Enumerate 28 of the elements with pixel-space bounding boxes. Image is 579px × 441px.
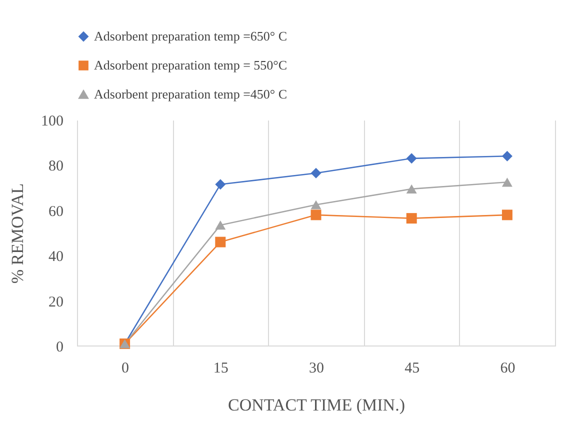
x-axis-title: CONTACT TIME (MIN.) [228, 396, 405, 414]
point [502, 178, 512, 187]
point [406, 213, 417, 224]
y-tick-label: 20 [48, 294, 64, 310]
point [310, 210, 322, 220]
y-tick-label: 60 [48, 204, 64, 220]
point [215, 179, 226, 190]
x-tick-label: 45 [404, 360, 420, 376]
x-tick-label: 30 [309, 360, 324, 376]
x-tick-label: 0 [122, 360, 130, 376]
y-axis-title: % REMOVAL [8, 183, 27, 284]
point [215, 220, 226, 230]
x-tick-label: 15 [213, 360, 228, 376]
legend-label: Adsorbent preparation temp = 550°C [94, 58, 288, 72]
y-tick-label: 80 [48, 158, 64, 175]
point [215, 236, 226, 248]
point [502, 210, 512, 220]
point [310, 200, 322, 210]
x-tick-label: 60 [500, 360, 516, 376]
point [502, 150, 512, 162]
point [406, 184, 417, 194]
y-tick-label: 40 [48, 249, 64, 266]
legend-label: Adsorbent preparation temp =650° C [94, 28, 288, 44]
point [406, 153, 417, 164]
point [310, 168, 322, 178]
y-tick-label: 0 [56, 340, 64, 356]
legend-label: Adsorbent preparation temp =450° C [94, 86, 288, 102]
y-tick-label: 100 [41, 114, 64, 130]
